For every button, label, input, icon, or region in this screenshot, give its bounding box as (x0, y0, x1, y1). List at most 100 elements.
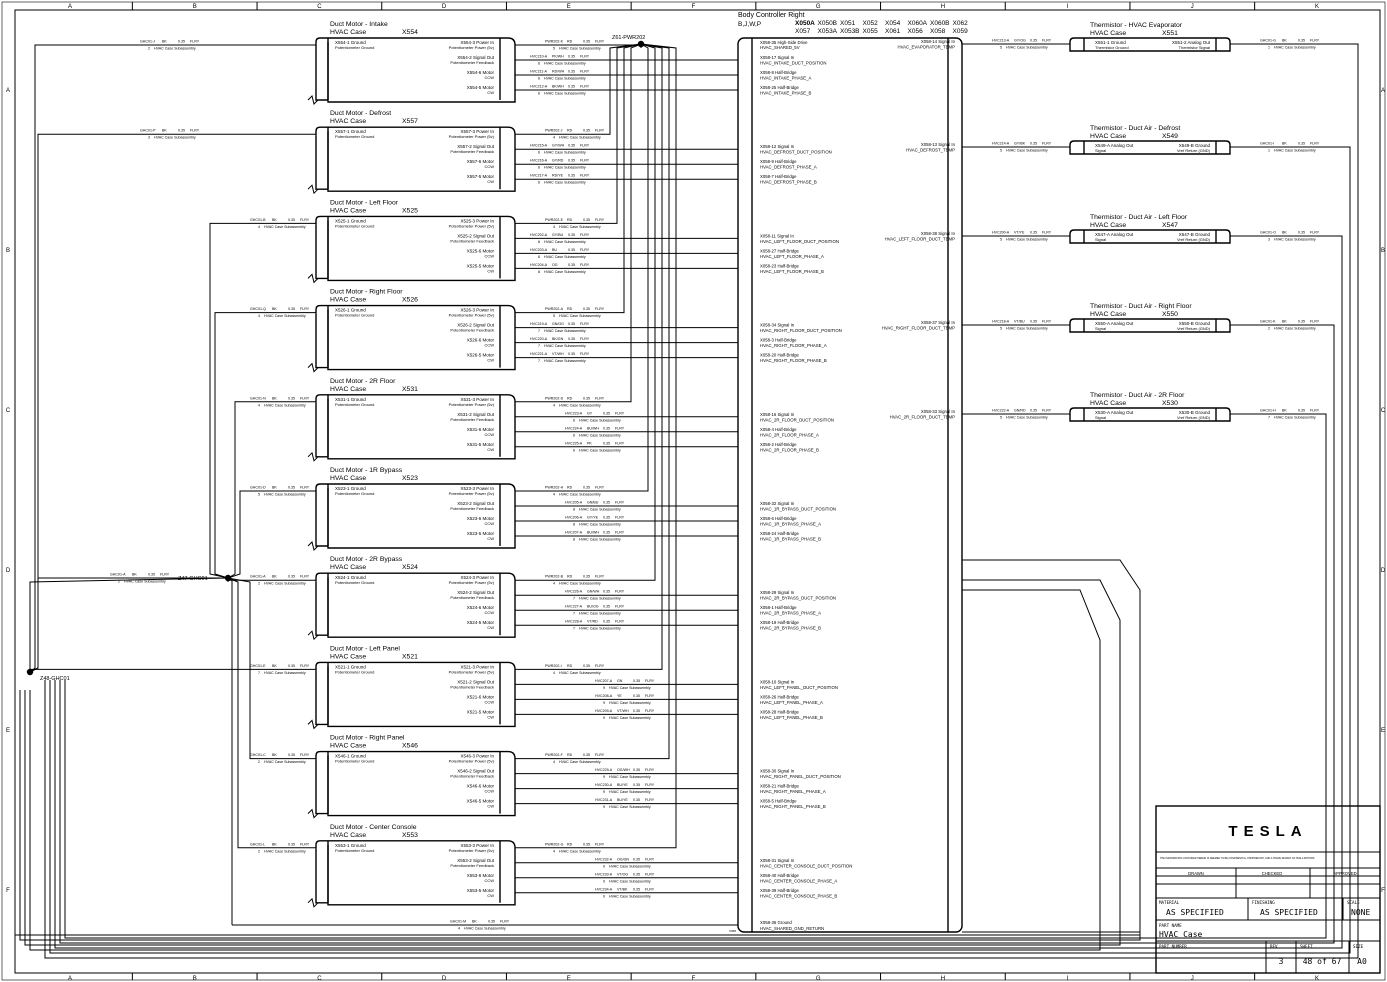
wire-insulation: FLRY (300, 575, 310, 579)
pin-function: Power In (476, 218, 494, 223)
controller-pin-label: X058-26 Half-Bridge (760, 694, 800, 699)
grid-row-label-right: D (1381, 568, 1386, 574)
wire-color: GN/OG (552, 322, 564, 326)
wire-subassembly: HVAC Case Subassembly (559, 849, 601, 853)
controller-net-label: HVAC_LEFT_FLOOR_PHASE_B (760, 269, 824, 274)
grid-col-label-bottom: J (1191, 976, 1194, 982)
wire-label: PWR202-B RD 0.35 FLRY 4 HVAC Case Subassembly (545, 575, 605, 586)
wire-color: PK (587, 441, 592, 445)
pin-label: X549-A Analog Out (1095, 143, 1134, 148)
pin-sub-label: Potentiometer Feedback (450, 774, 494, 779)
wire-subassembly: HVAC Case Subassembly (579, 597, 621, 601)
controller-pin-label: X058-5 Half-Bridge (760, 799, 797, 804)
pin-function: Power In (476, 664, 494, 669)
pin-function: Motor (482, 620, 494, 625)
pin-label: X554-1 Ground (335, 40, 366, 45)
grid-row-label-right: B (1381, 248, 1385, 254)
motor-connector-id: X554 (402, 29, 418, 36)
harness-route-line (24, 579, 1121, 946)
motor-connector-id: X525 (402, 207, 418, 214)
wire-cavity: 8 (573, 523, 575, 527)
wire-id: HVC211-A (530, 70, 548, 74)
controller-net-label: HVAC_INTAKE_PHASE_A (760, 76, 812, 81)
wire-color: GY/BK (1014, 142, 1026, 146)
pin-function: Signal Out (473, 590, 495, 595)
controller-pin-label: X058-12 Signal In (760, 144, 795, 149)
wire-color: RD (567, 842, 573, 846)
wire-id: HVC214-A (992, 142, 1010, 146)
pin-connector: X525 (467, 263, 478, 268)
wire-label: HVC200-A VT/YE 0.35 FLRY 5 HVAC Case Subassem… (992, 231, 1052, 242)
grid-row-label-left: C (6, 408, 11, 414)
wire-label: PWR202-J RD 0.35 FLRY 4 HVAC Case Subassembly (545, 129, 605, 140)
controller-pin-label: X058-31 Signal In (760, 858, 795, 863)
wire-id: HVC205-A (565, 501, 583, 505)
wire-label: HVC208-A YE 0.35 FLRY 9 HVAC Case Subassembly (595, 694, 655, 705)
material-label: MATERIAL (1159, 900, 1180, 905)
connector-break-symbol (307, 897, 319, 908)
connector-ref: X058 (729, 929, 736, 933)
wire-id: HVC200-A (992, 231, 1010, 235)
wire-id: GHC01-E (250, 664, 266, 668)
pin-connector: X557 (467, 159, 478, 164)
thermistor-location: HVAC Case (1090, 222, 1126, 229)
pin-sub-label: Potentiometer Feedback (450, 238, 494, 243)
wire-insulation: FLRY (580, 85, 590, 89)
pin-sub-label: CCW (484, 878, 494, 883)
motor-connector-id: X553 (402, 832, 418, 839)
wire-subassembly: HVAC Case Subassembly (609, 879, 651, 883)
wire-subassembly: HVAC Case Subassembly (544, 92, 586, 96)
pin-connector: X546 (467, 799, 478, 804)
wire-color: BK (1282, 231, 1287, 235)
wire-cavity: 7 (538, 359, 540, 363)
wire-insulation: FLRY (615, 426, 625, 430)
approved-label: APPROVED (1333, 871, 1356, 876)
connector-break-symbol (307, 184, 319, 195)
wire-insulation: FLRY (645, 783, 655, 787)
wire-label: HVC229-A OG/WH 0.35 FLRY 9 HVAC Case Subassem… (595, 768, 655, 779)
controller-net-label: HVAC_SHARED_5V (760, 45, 800, 50)
controller-net-label: HVAC_2R_FLOOR_DUCT_POSITION (760, 417, 834, 422)
wire-insulation: FLRY (1310, 39, 1320, 43)
wire-color: PK/WH (552, 55, 564, 59)
wire-cavity: 7 (573, 612, 575, 616)
wire-label: HVC214-A GY/BK 0.35 FLRY 5 HVAC Case Subassem… (992, 142, 1052, 153)
wire-subassembly: HVAC Case Subassembly (544, 329, 586, 333)
wire-cavity: 5 (1000, 238, 1002, 242)
wire-id: HVC220-A (530, 337, 548, 341)
wire-gauge: 0.35 (568, 352, 575, 356)
wire-insulation: FLRY (645, 768, 655, 772)
confidentiality-notice: THE INFORMATION CONTAINED HEREIN IS DEEM… (1160, 857, 1315, 860)
wire-label: HVC228-A VT/RD 0.35 FLRY 7 HVAC Case Subassem… (565, 620, 625, 631)
controller-connector-label: X061 (885, 28, 901, 35)
grid-col-label-top: C (317, 4, 322, 10)
wire-subassembly: HVAC Case Subassembly (559, 671, 601, 675)
wire-color: GN/BU (587, 501, 599, 505)
wire-subassembly: HVAC Case Subassembly (1274, 416, 1316, 420)
thermistor-outline (1069, 229, 1231, 244)
wire-cavity: 2 (258, 760, 260, 764)
pin-sub-label: Potentiometer Ground (335, 669, 374, 674)
motor-title: Duct Motor - 2R Floor (330, 378, 396, 385)
part-name-value: HVAC Case (1159, 930, 1203, 939)
wire-gauge: 0.35 (603, 426, 610, 430)
wire-id: HVC229-A (595, 768, 613, 772)
controller-net-label: HVAC_INTAKE_PHASE_B (760, 91, 812, 96)
wire-insulation: FLRY (615, 441, 625, 445)
controller-pin-label: X058-37 Signal In (921, 320, 956, 325)
controller-pin-label: X058-6 Half-Bridge (760, 516, 797, 521)
pin-function: Signal Out (473, 501, 495, 506)
wire-subassembly: HVAC Case Subassembly (1006, 46, 1048, 50)
wire-ground (214, 312, 316, 579)
pin-sub-label: Potentiometer Ground (335, 313, 374, 318)
thermistor-connector-id: X551 (1162, 30, 1178, 37)
motor-title: Duct Motor - Left Floor (330, 199, 399, 206)
controller-net-label: HVAC_1R_BYPASS_DUCT_POSITION (760, 507, 836, 512)
pin-label: X524-3 Power In (460, 575, 494, 580)
